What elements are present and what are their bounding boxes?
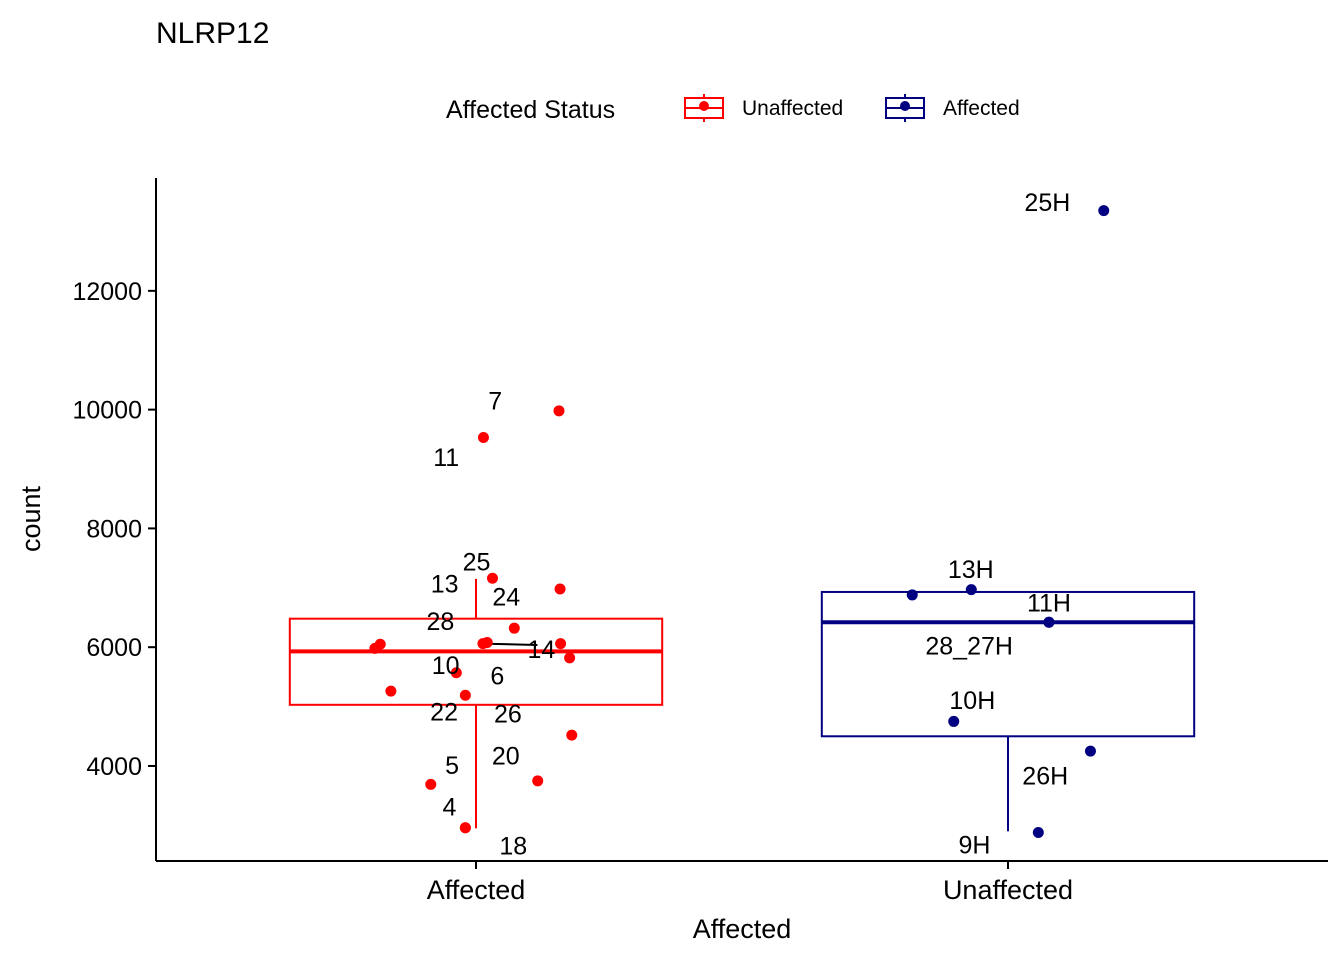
legend-key-unaffected bbox=[684, 94, 724, 122]
y-tick-label: 4000 bbox=[86, 753, 142, 781]
data-point bbox=[965, 584, 977, 596]
data-points bbox=[369, 205, 1110, 838]
point-label: 9H bbox=[958, 831, 990, 859]
x-ticks: Affected Unaffected bbox=[427, 861, 1073, 905]
legend-label-affected: Affected bbox=[943, 97, 1020, 120]
point-label: 11 bbox=[433, 444, 459, 472]
y-axis-title: count bbox=[16, 485, 46, 552]
y-tick-label: 8000 bbox=[86, 515, 142, 543]
data-point bbox=[532, 775, 544, 787]
box-affected bbox=[288, 578, 664, 829]
point-label: 18 bbox=[499, 833, 527, 861]
point-label: 4 bbox=[442, 793, 456, 821]
plot-area: 4000 6000 8000 10000 12000 Affected Unaffecte… bbox=[72, 178, 1328, 905]
point-label: 26H bbox=[1022, 762, 1068, 790]
point-label: 10H bbox=[949, 687, 995, 715]
point-label: 13H bbox=[948, 556, 994, 584]
data-point bbox=[477, 638, 489, 650]
y-tick-label: 12000 bbox=[72, 278, 142, 306]
box-iqr bbox=[820, 590, 1196, 738]
point-label: 28_27H bbox=[925, 632, 1013, 660]
box-iqr bbox=[288, 617, 664, 706]
data-point bbox=[566, 729, 578, 741]
data-point bbox=[459, 689, 471, 701]
data-point bbox=[486, 572, 498, 584]
data-point bbox=[948, 715, 960, 727]
box-unaffected bbox=[820, 590, 1196, 832]
data-point bbox=[425, 778, 437, 790]
chart-title: NLRP12 bbox=[156, 17, 269, 50]
data-point bbox=[477, 432, 489, 444]
legend-key-affected bbox=[885, 94, 925, 122]
data-point bbox=[906, 589, 918, 601]
y-tick-label: 6000 bbox=[86, 634, 142, 662]
point-label: 7 bbox=[488, 387, 502, 415]
point-label: 5 bbox=[445, 752, 459, 780]
y-ticks: 4000 6000 8000 10000 12000 bbox=[72, 278, 156, 781]
point-label: 22 bbox=[430, 698, 458, 726]
legend-label-unaffected: Unaffected bbox=[742, 97, 843, 120]
point-label: 25H bbox=[1024, 189, 1070, 217]
data-point bbox=[450, 667, 462, 679]
data-point bbox=[555, 638, 567, 650]
point-label: 24 bbox=[492, 584, 520, 612]
data-point bbox=[553, 405, 565, 417]
point-label: 13 bbox=[431, 571, 459, 599]
data-point bbox=[1098, 205, 1110, 217]
point-label: 11H bbox=[1027, 590, 1071, 618]
legend-title: Affected Status bbox=[446, 96, 615, 124]
data-point bbox=[369, 642, 381, 654]
point-label: 14 bbox=[528, 636, 556, 664]
data-point bbox=[385, 685, 397, 697]
point-label: 10 bbox=[432, 652, 460, 680]
legend: Affected Status Unaffected Affected bbox=[446, 94, 1020, 124]
y-tick-label: 10000 bbox=[72, 397, 142, 425]
point-label: 20 bbox=[492, 742, 520, 770]
data-point bbox=[1032, 826, 1044, 838]
data-point bbox=[1043, 616, 1055, 628]
point-label: 28 bbox=[426, 608, 454, 636]
data-point bbox=[508, 622, 520, 634]
point-label: 26 bbox=[494, 701, 522, 729]
point-label: 6 bbox=[490, 663, 504, 691]
x-tick-label: Affected bbox=[427, 875, 526, 905]
point-label: 25 bbox=[463, 549, 491, 577]
data-point bbox=[564, 652, 576, 664]
data-point bbox=[554, 583, 566, 595]
data-point bbox=[1084, 745, 1096, 757]
x-tick-label: Unaffected bbox=[943, 875, 1073, 905]
data-point bbox=[459, 822, 471, 834]
boxes bbox=[288, 578, 1196, 832]
x-axis-title: Affected bbox=[693, 914, 792, 944]
